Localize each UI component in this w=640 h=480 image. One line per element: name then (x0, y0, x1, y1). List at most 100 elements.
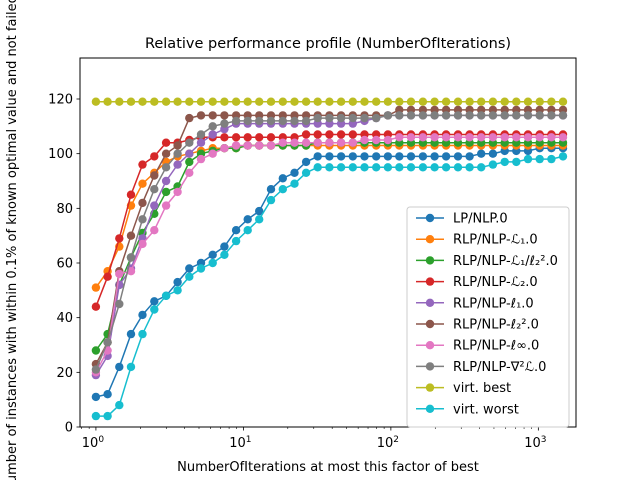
data-point (301, 157, 311, 167)
chart-title: Relative performance profile (NumberOfIt… (145, 36, 511, 52)
data-point (255, 215, 264, 224)
data-point (336, 113, 346, 123)
data-point (290, 179, 299, 188)
data-point (441, 97, 451, 106)
legend-item: RLP/NLP-ℓ₁.0 (416, 296, 534, 311)
data-point (161, 163, 171, 172)
data-point (266, 141, 276, 150)
data-point (220, 144, 229, 153)
data-point (91, 365, 101, 374)
data-point (348, 163, 357, 172)
data-point (383, 135, 393, 145)
data-point (103, 97, 112, 106)
data-point (301, 138, 311, 147)
data-point (185, 272, 194, 281)
data-point (313, 113, 322, 123)
data-point (535, 97, 544, 106)
legend-marker-icon (425, 277, 435, 286)
legend-label: virt. worst (453, 402, 519, 417)
data-point (372, 152, 381, 161)
data-point (150, 97, 159, 106)
data-point (500, 97, 509, 106)
data-point (173, 277, 182, 287)
data-point (243, 133, 252, 142)
series-9 (91, 152, 568, 421)
data-point (488, 149, 498, 158)
data-point (196, 264, 206, 273)
data-point (126, 362, 136, 372)
data-point (430, 152, 439, 161)
data-point (488, 111, 498, 120)
data-point (91, 411, 101, 421)
legend-label: RLP/NLP-∇²ℒ.0 (453, 360, 546, 375)
x-axis-label: NumberOfIterations at most this factor o… (177, 460, 479, 475)
data-point (220, 242, 229, 251)
legend-label: RLP/NLP-ℓ∞.0 (453, 339, 539, 354)
data-point (290, 138, 299, 147)
legend-label: RLP/NLP-ℒ₂.0 (453, 275, 538, 290)
data-point (500, 157, 509, 167)
data-point (208, 250, 217, 259)
legend-marker-icon (425, 256, 435, 265)
data-point (208, 97, 217, 106)
data-point (266, 185, 276, 194)
data-point (301, 97, 311, 106)
data-point (173, 187, 182, 197)
data-point (523, 97, 533, 106)
data-point (453, 163, 463, 172)
data-point (465, 111, 474, 120)
data-point (512, 97, 521, 106)
data-point (185, 157, 194, 167)
data-point (477, 111, 486, 120)
data-point (558, 133, 568, 142)
data-point (418, 97, 428, 106)
data-point (173, 141, 182, 150)
data-point (512, 157, 521, 167)
data-point (103, 411, 112, 421)
data-point (231, 116, 241, 126)
y-tick-label: 40 (56, 311, 73, 326)
data-point (325, 113, 334, 123)
data-point (465, 133, 474, 142)
legend-label: RLP/NLP-ℒ₁/ℓ₂².0 (453, 254, 558, 269)
data-point (360, 163, 369, 172)
data-point (453, 111, 463, 120)
data-point (336, 130, 346, 139)
y-axis: 0 20 40 60 80 100 120 (48, 93, 80, 436)
data-point (441, 152, 451, 161)
data-point (150, 152, 159, 161)
data-point (220, 97, 229, 106)
legend-marker-icon (425, 235, 435, 244)
data-point (208, 130, 217, 139)
data-point (488, 133, 498, 142)
data-point (301, 168, 311, 177)
data-point (126, 97, 136, 106)
data-point (266, 97, 276, 106)
data-point (231, 97, 241, 106)
data-point (313, 130, 322, 139)
data-point (360, 97, 369, 106)
data-point (395, 133, 404, 142)
legend: LP/NLP.0 RLP/NLP-ℒ₁.0 RLP/NLP-ℒ₁/ℓ₂².0 RLP/… (406, 206, 570, 428)
y-tick-label: 100 (48, 147, 73, 162)
data-point (150, 297, 159, 306)
data-point (138, 160, 147, 169)
y-tick-label: 60 (56, 257, 73, 272)
legend-box (406, 206, 570, 428)
data-point (336, 97, 346, 106)
data-point (547, 111, 556, 120)
data-point (196, 111, 206, 120)
data-point (477, 97, 486, 106)
data-point (325, 97, 334, 106)
data-point (430, 97, 439, 106)
data-point (243, 226, 252, 235)
legend-label: virt. best (453, 381, 511, 396)
data-point (360, 113, 369, 123)
data-point (512, 111, 521, 120)
data-point (430, 163, 439, 172)
data-point (418, 163, 428, 172)
data-point (406, 163, 416, 172)
data-point (126, 329, 136, 339)
data-point (243, 116, 252, 126)
data-point (103, 272, 112, 281)
